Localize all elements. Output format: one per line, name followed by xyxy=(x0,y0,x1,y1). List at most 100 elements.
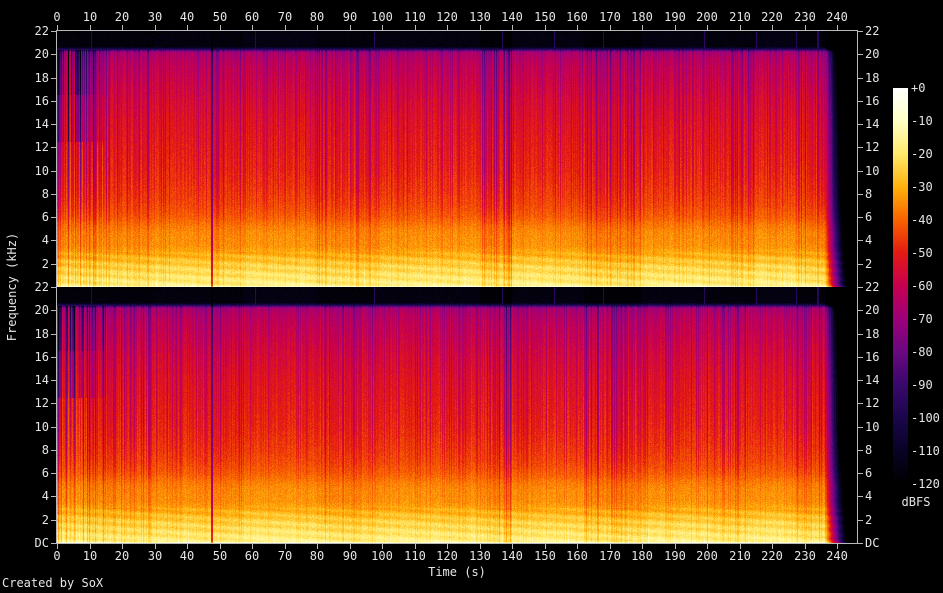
freq-tick-mark xyxy=(857,403,863,404)
colorbar-tick-label: -30 xyxy=(911,180,933,194)
freq-tick-mark xyxy=(51,171,57,172)
time-tick-mark xyxy=(285,25,286,31)
time-tick-mark xyxy=(90,543,91,549)
freq-tick-mark xyxy=(51,473,57,474)
colorbar-tick-label: -20 xyxy=(911,147,933,161)
time-tick-label: 10 xyxy=(82,10,98,24)
time-tick-label: 0 xyxy=(53,10,61,24)
freq-tick-label: 4 xyxy=(41,233,49,247)
time-tick-label: 220 xyxy=(761,10,783,24)
freq-tick-mark xyxy=(857,520,863,521)
time-tick-mark xyxy=(382,543,383,549)
time-axis-title: Time (s) xyxy=(428,565,486,579)
freq-tick-label: 16 xyxy=(34,350,49,364)
time-tick-label: 50 xyxy=(212,10,228,24)
freq-tick-mark xyxy=(857,31,863,32)
freq-tick-mark xyxy=(51,334,57,335)
freq-tick-label: 22 xyxy=(865,280,880,294)
time-tick-mark xyxy=(772,25,773,31)
freq-tick-mark xyxy=(51,496,57,497)
colorbar-tick-label: -100 xyxy=(911,411,940,425)
freq-tick-label: 12 xyxy=(865,140,880,154)
time-tick-label: 80 xyxy=(309,10,325,24)
freq-tick-label: 10 xyxy=(865,420,880,434)
colorbar-tick-label: +0 xyxy=(911,81,926,95)
colorbar-tick-label: -60 xyxy=(911,279,933,293)
time-tick-label: 140 xyxy=(501,549,523,563)
time-tick-mark xyxy=(220,543,221,549)
freq-tick-label: 8 xyxy=(41,187,49,201)
time-tick-label: 100 xyxy=(371,549,393,563)
time-tick-mark xyxy=(187,543,188,549)
freq-tick-label: 16 xyxy=(865,94,880,108)
time-tick-label: 180 xyxy=(631,549,653,563)
freq-tick-label: 18 xyxy=(34,71,49,85)
freq-tick-mark xyxy=(51,78,57,79)
time-tick-label: 150 xyxy=(534,10,556,24)
time-tick-label: 80 xyxy=(309,549,325,563)
time-tick-label: 120 xyxy=(436,10,458,24)
time-tick-label: 20 xyxy=(114,549,130,563)
freq-tick-label: 18 xyxy=(34,327,49,341)
freq-tick-mark xyxy=(857,217,863,218)
time-tick-mark xyxy=(252,25,253,31)
freq-tick-mark xyxy=(51,357,57,358)
time-tick-mark xyxy=(382,25,383,31)
time-tick-mark xyxy=(707,543,708,549)
freq-tick-mark xyxy=(857,194,863,195)
time-tick-label: 170 xyxy=(599,549,621,563)
freq-tick-mark xyxy=(51,403,57,404)
freq-tick-mark xyxy=(51,380,57,381)
freq-tick-label: 2 xyxy=(865,513,873,527)
time-tick-label: 130 xyxy=(469,549,491,563)
time-tick-label: 110 xyxy=(404,10,426,24)
time-tick-mark xyxy=(220,25,221,31)
freq-tick-label: DC xyxy=(34,536,49,550)
time-tick-mark xyxy=(805,25,806,31)
freq-tick-mark xyxy=(857,171,863,172)
time-tick-label: 170 xyxy=(599,10,621,24)
time-tick-label: 30 xyxy=(147,10,163,24)
time-tick-mark xyxy=(837,543,838,549)
time-tick-mark xyxy=(317,25,318,31)
colorbar-tick-label: -50 xyxy=(911,246,933,260)
freq-tick-label: 14 xyxy=(865,117,880,131)
time-tick-mark xyxy=(187,25,188,31)
freq-tick-mark xyxy=(857,357,863,358)
freq-tick-label: 8 xyxy=(865,443,873,457)
time-tick-label: 180 xyxy=(631,10,653,24)
time-tick-mark xyxy=(155,543,156,549)
freq-tick-label: 10 xyxy=(34,164,49,178)
freq-tick-mark xyxy=(857,264,863,265)
freq-tick-label: 22 xyxy=(34,280,49,294)
time-tick-label: 70 xyxy=(277,549,293,563)
time-tick-mark xyxy=(350,25,351,31)
freq-tick-mark xyxy=(51,217,57,218)
freq-tick-mark xyxy=(51,124,57,125)
time-tick-label: 220 xyxy=(761,549,783,563)
freq-tick-label: 12 xyxy=(34,140,49,154)
freq-tick-label: 22 xyxy=(34,24,49,38)
time-tick-label: 60 xyxy=(244,10,260,24)
time-tick-label: 70 xyxy=(277,10,293,24)
time-tick-mark xyxy=(415,25,416,31)
time-tick-mark xyxy=(610,25,611,31)
time-tick-mark xyxy=(252,543,253,549)
freq-tick-mark xyxy=(857,240,863,241)
time-tick-mark xyxy=(122,25,123,31)
freq-tick-label: 20 xyxy=(34,47,49,61)
time-tick-mark xyxy=(675,25,676,31)
freq-tick-mark xyxy=(857,450,863,451)
freq-tick-label: 20 xyxy=(865,47,880,61)
freq-tick-label: 14 xyxy=(865,373,880,387)
time-tick-label: 90 xyxy=(342,10,358,24)
freq-tick-label: 2 xyxy=(41,257,49,271)
freq-tick-label: 18 xyxy=(865,71,880,85)
colorbar-tick-label: -80 xyxy=(911,345,933,359)
freq-tick-mark xyxy=(51,31,57,32)
time-tick-mark xyxy=(740,543,741,549)
freq-tick-mark xyxy=(51,194,57,195)
time-tick-mark xyxy=(57,25,58,31)
freq-tick-mark xyxy=(857,543,863,544)
time-tick-label: 230 xyxy=(794,549,816,563)
